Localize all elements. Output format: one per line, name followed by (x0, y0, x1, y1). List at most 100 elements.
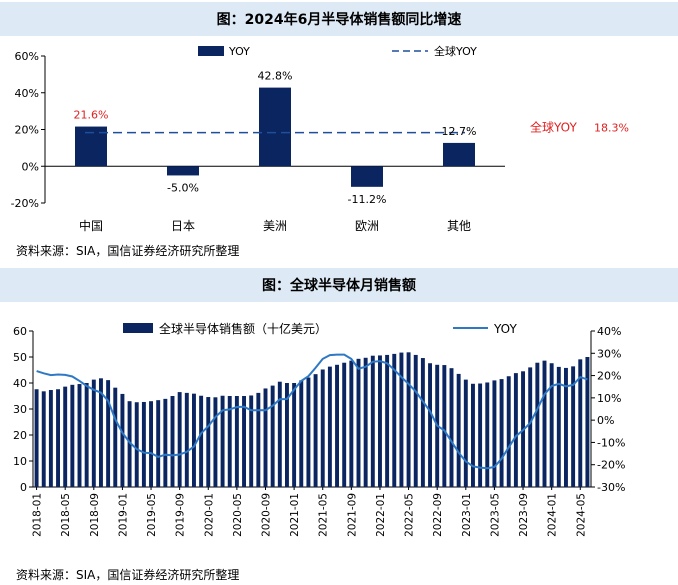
chart1-legend-line-label: 全球YOY (434, 44, 477, 58)
chart2-bar (356, 358, 361, 487)
chart2-x-tick-label: 2023-01 (461, 493, 473, 537)
chart2-title: 图：全球半导体月销售额 (0, 268, 678, 302)
chart2-bar (170, 396, 175, 487)
chart1-bar (443, 142, 475, 167)
chart2-bar (127, 401, 132, 487)
chart2-bar (98, 378, 103, 487)
chart2-bar (84, 383, 89, 487)
chart2-bar (563, 367, 568, 487)
chart2-bar (363, 357, 368, 487)
chart2-bar (335, 364, 340, 487)
chart2-bar (249, 395, 254, 487)
chart2-bar (270, 385, 275, 487)
chart2-x-tick-label: 2019-01 (117, 493, 129, 537)
chart2-right-tick-label: 10% (597, 392, 621, 405)
chart2-bar (91, 379, 96, 487)
chart1-legend-bar-label: YOY (228, 45, 250, 58)
chart2-x-tick-label: 2021-09 (346, 493, 358, 537)
chart2-x-tick-label: 2018-09 (89, 493, 101, 537)
chart2-right-tick-label: 0% (597, 414, 614, 427)
chart2-left-tick-label: 0 (20, 481, 27, 494)
chart1-bars (75, 87, 475, 187)
chart2-x-tick-label: 2022-09 (432, 493, 444, 537)
chart2-bar (442, 365, 447, 487)
chart2-x-tick-label: 2020-01 (203, 493, 215, 537)
chart2-bar (199, 395, 204, 487)
chart1-value-label: 12.7% (442, 125, 477, 138)
chart2-x-tick-label: 2021-01 (289, 493, 301, 537)
chart1-value-label: -11.2% (348, 193, 387, 206)
chart2-legend-bar-swatch (123, 323, 153, 333)
chart2-bar (234, 396, 239, 487)
chart2-bar (77, 384, 82, 487)
chart2-left-tick-label: 10 (13, 455, 27, 468)
chart2-bar (385, 354, 390, 487)
chart2-line (36, 353, 588, 470)
yoy-by-region-chart: 60% 40% 20% 0% -20% 中国 21.6% 日本 -5.0% 美洲 42.8% 欧洲 -1… (11, 44, 629, 233)
chart1-y-tick-label: 0% (22, 160, 39, 173)
chart2-x-tick-label: 2019-09 (175, 493, 187, 537)
chart2-x-tick-label: 2022-01 (375, 493, 387, 537)
chart1-global-yoy-value: 18.3% (594, 122, 629, 135)
chart2-legend-line-label: YOY (493, 322, 517, 336)
chart2-x-tick-label: 2022-05 (404, 493, 416, 537)
chart2-bar (149, 401, 154, 487)
chart2-bar (449, 368, 454, 487)
chart1-bar (259, 87, 291, 167)
chart2-bar (578, 359, 583, 487)
chart1-global-yoy-name: 全球YOY (530, 120, 577, 135)
chart1-y-tick-label: -20% (11, 197, 39, 210)
chart2-bar (528, 367, 533, 487)
chart2-x-tick-label: 2023-09 (518, 493, 530, 537)
chart2-bar (34, 389, 39, 487)
chart2-bar (492, 380, 497, 487)
chart2-bar (585, 357, 590, 487)
chart2-right-tick-label: 20% (597, 370, 621, 383)
chart1-value-label: -5.0% (167, 181, 199, 194)
chart2-bars (34, 352, 590, 487)
chart2-x-tick-label: 2018-01 (32, 493, 44, 537)
chart2-bar (156, 400, 161, 487)
chart2-bar (320, 369, 325, 487)
chart2-bar (342, 362, 347, 487)
chart2-bar (370, 355, 375, 487)
chart2-bar (513, 373, 518, 487)
chart2-bar (184, 392, 189, 487)
chart2-bar (56, 389, 61, 487)
chart2-bar (141, 401, 146, 487)
chart2-bar (349, 360, 354, 487)
chart2-labels: 0 10 20 30 40 50 60 -30% -20% -10% 0% 10% 20% 30% 40% 2… (13, 325, 625, 537)
chart2-bar (549, 363, 554, 487)
chart2-left-tick-label: 60 (13, 325, 27, 338)
chart2-bar (120, 393, 125, 487)
chart2-bar (263, 388, 268, 487)
chart2-bar (70, 384, 75, 487)
chart2-bar (106, 380, 111, 487)
chart2-legend-bar-label: 全球半导体销售额（十亿美元） (159, 321, 327, 336)
chart2-x-tick-label: 2024-01 (547, 493, 559, 537)
chart2-x-tick-label: 2023-05 (489, 493, 501, 537)
chart1-labels: 60% 40% 20% 0% -20% 中国 21.6% 日本 -5.0% 美洲 42.8% 欧洲 -1… (11, 50, 629, 233)
chart2-bar (327, 366, 332, 487)
chart2-bar (428, 363, 433, 487)
chart2-source: 资料来源：SIA，国信证券经济研究所整理 (16, 568, 240, 582)
chart2-bar (242, 396, 247, 487)
chart1-value-label: 21.6% (74, 109, 109, 122)
chart2-bar (478, 383, 483, 487)
chart2-x-tick-label: 2024-05 (575, 493, 587, 537)
chart2-bar (134, 402, 139, 487)
chart1-category-label: 其他 (447, 219, 471, 233)
chart2-right-tick-label: -30% (597, 481, 625, 494)
chart2-legend: 全球半导体销售额（十亿美元） YOY (123, 321, 517, 336)
chart2-yoy-line (36, 353, 588, 470)
chart2-bar (392, 353, 397, 487)
chart2-bar (456, 373, 461, 487)
chart2-bar (163, 398, 168, 487)
chart2-bar (113, 387, 118, 487)
chart2-bar (542, 360, 547, 487)
chart2-bar (41, 391, 46, 487)
chart2-right-tick-label: 40% (597, 325, 621, 338)
chart2-bar (213, 397, 218, 487)
chart2-bar (470, 383, 475, 487)
chart2-right-tick-label: -10% (597, 436, 625, 449)
